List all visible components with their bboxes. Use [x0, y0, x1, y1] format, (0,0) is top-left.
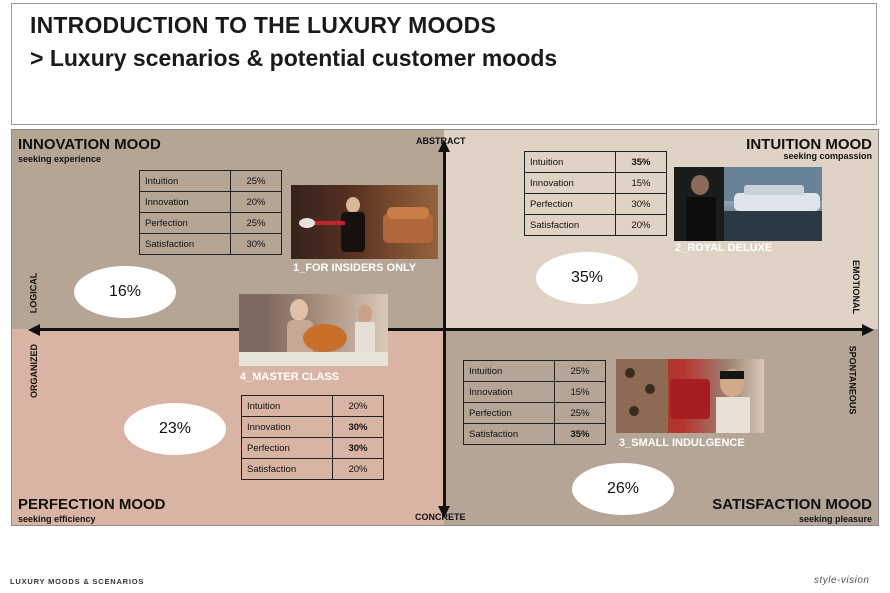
intuition-mood-subtitle: seeking compassion: [783, 151, 872, 161]
table-row: Intuition 20%: [241, 395, 384, 417]
scenario-caption: 1_FOR INSIDERS ONLY: [293, 262, 417, 274]
axis-label-organized: ORGANIZED: [29, 344, 39, 398]
satisfaction-mood-title: SATISFACTION MOOD: [712, 496, 872, 513]
page-title: INTRODUCTION TO THE LUXURY MOODS: [30, 12, 496, 38]
axis-label-logical: LOGICAL: [28, 272, 39, 314]
table-row: Intuition 25%: [139, 170, 282, 192]
scenario-caption: 3_SMALL INDULGENCE: [619, 437, 745, 449]
axis-label-abstract: ABSTRACT: [416, 136, 466, 146]
arrow-down-icon: [438, 506, 450, 518]
perfection-mood-title: PERFECTION MOOD: [18, 496, 166, 513]
table-row: Satisfaction 30%: [139, 233, 282, 255]
innovation-share-ellipse: 16%: [74, 266, 176, 318]
scenario-caption: 2_ROYAL DELUXE: [675, 242, 773, 254]
intuition-share-ellipse: 35%: [536, 252, 638, 304]
table-row: Innovation 30%: [241, 416, 384, 438]
table-row: Perfection 25%: [139, 212, 282, 234]
table-row: Intuition 25%: [463, 360, 606, 382]
arrow-right-icon: [862, 324, 874, 336]
perfection-share-ellipse: 23%: [124, 403, 226, 455]
table-row: Satisfaction 20%: [524, 214, 667, 236]
master-class-photo: [239, 294, 388, 366]
intuition-mood-title: INTUITION MOOD: [746, 136, 872, 153]
photo-illustration-icon: [674, 167, 822, 241]
mood-diagram: INNOVATION MOOD seeking experience INTUI…: [11, 129, 879, 526]
satisfaction-mood-table: Intuition 25% Innovation 15% Perfection 25%…: [463, 360, 606, 445]
axis-label-spontaneous: SPONTANEOUS: [847, 345, 858, 415]
brand-logo: style-vision: [814, 575, 870, 586]
table-row: Perfection 30%: [241, 437, 384, 459]
axis-label-emotional: EMOTIONAL: [851, 260, 861, 314]
table-row: Innovation 20%: [139, 191, 282, 213]
table-row: Satisfaction 20%: [241, 458, 384, 480]
satisfaction-mood-subtitle: seeking pleasure: [798, 514, 872, 524]
innovation-mood-table: Intuition 25% Innovation 20% Perfection 25%…: [139, 170, 282, 255]
table-row: Perfection 25%: [463, 402, 606, 424]
innovation-mood-title: INNOVATION MOOD: [18, 136, 161, 153]
scenario-caption: 4_MASTER CLASS: [240, 371, 340, 383]
horizontal-axis: [38, 328, 864, 331]
arrow-left-icon: [28, 324, 40, 336]
perfection-mood-subtitle: seeking efficiency: [18, 514, 96, 524]
intuition-mood-table: Intuition 35% Innovation 15% Perfection 30%…: [524, 151, 667, 236]
arrow-up-icon: [438, 140, 450, 152]
photo-illustration-icon: [616, 359, 750, 433]
table-row: Satisfaction 35%: [463, 423, 606, 445]
axis-label-concrete: CONCRETE: [415, 512, 466, 522]
table-row: Innovation 15%: [524, 172, 667, 194]
table-row: Innovation 15%: [463, 381, 606, 403]
small-indulgence-photo: [616, 359, 764, 433]
satisfaction-share-ellipse: 26%: [572, 463, 674, 515]
vertical-axis: [443, 144, 446, 512]
innovation-mood-subtitle: seeking experience: [18, 154, 102, 164]
page-subtitle: > Luxury scenarios & potential customer …: [30, 45, 558, 71]
table-row: Perfection 30%: [524, 193, 667, 215]
photo-illustration-icon: [239, 294, 388, 366]
table-row: Intuition 35%: [524, 151, 667, 173]
perfection-mood-table: Intuition 20% Innovation 30% Perfection 30%…: [241, 395, 384, 480]
title-box: INTRODUCTION TO THE LUXURY MOODS > Luxur…: [11, 3, 877, 125]
for-insiders-only-photo: [291, 185, 438, 259]
royal-deluxe-photo: [674, 167, 822, 241]
footer-title: LUXURY MOODS & SCENARIOS: [10, 577, 145, 586]
photo-illustration-icon: [291, 185, 438, 259]
